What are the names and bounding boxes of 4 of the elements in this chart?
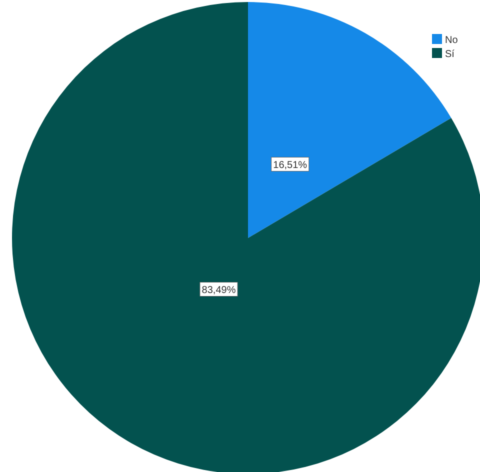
legend-label: No bbox=[445, 35, 458, 46]
data-label: 83,49% bbox=[202, 285, 236, 296]
legend-label: Sí bbox=[445, 49, 455, 60]
data-label: 16,51% bbox=[273, 160, 308, 172]
